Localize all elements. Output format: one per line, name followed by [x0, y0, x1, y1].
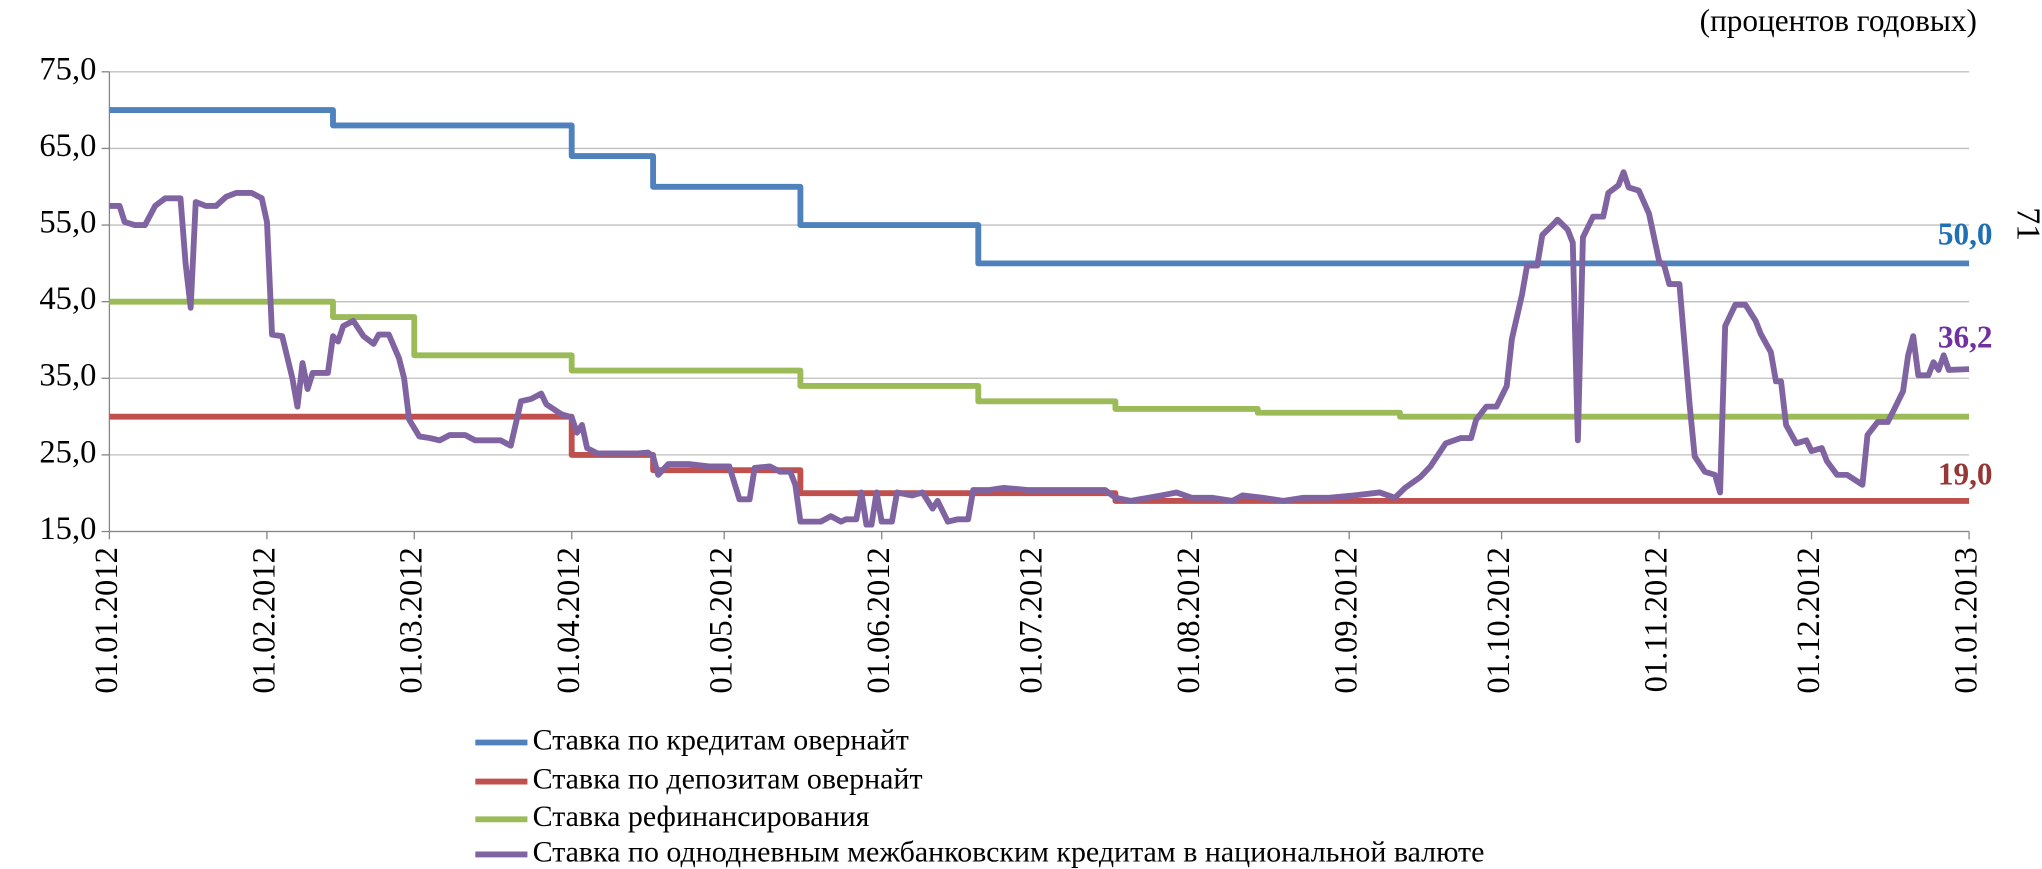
x-tick-label: 01.08.2012 [1171, 547, 1207, 693]
end-label: 50,0 [1938, 216, 1993, 251]
y-tick-label: 45,0 [39, 281, 96, 317]
legend-label: Ставка по депозитам овернайт [533, 762, 923, 795]
x-tick-label: 01.04.2012 [551, 547, 587, 693]
end-label: 36,2 [1938, 320, 1993, 355]
series-line [109, 298, 1970, 420]
x-tick-label: 01.05.2012 [704, 547, 740, 693]
x-tick-label: 01.07.2012 [1014, 547, 1050, 693]
legend-label: Ставка по кредитам овернайт [533, 723, 909, 756]
x-tick-label: 01.11.2012 [1639, 547, 1675, 692]
legend-label: Ставка по однодневным межбанковским кред… [533, 835, 1485, 868]
page-number: 71 [2009, 207, 2042, 241]
x-tick-label: 01.10.2012 [1481, 547, 1517, 693]
x-tick-label: 01.03.2012 [394, 547, 430, 693]
y-tick-label: 65,0 [39, 128, 96, 164]
x-tick-label: 01.09.2012 [1329, 547, 1365, 693]
end-label: 19,0 [1938, 457, 1993, 492]
y-tick-label: 75,0 [39, 51, 96, 87]
x-tick-label: 01.01.2012 [89, 547, 125, 693]
chart-subtitle: (процентов годовых) [1700, 3, 1977, 38]
y-tick-label: 55,0 [39, 205, 96, 241]
series-line [109, 169, 1970, 528]
x-tick-label: 01.02.2012 [246, 547, 282, 693]
legend-label: Ставка рефинансирования [533, 800, 870, 833]
x-tick-label: 01.01.2013 [1949, 547, 1985, 693]
x-tick-label: 01.06.2012 [861, 547, 897, 693]
series-line [109, 107, 1970, 267]
y-tick-label: 25,0 [39, 434, 96, 470]
y-tick-label: 15,0 [39, 511, 96, 547]
y-tick-label: 35,0 [39, 358, 96, 394]
x-tick-label: 01.12.2012 [1791, 547, 1827, 693]
